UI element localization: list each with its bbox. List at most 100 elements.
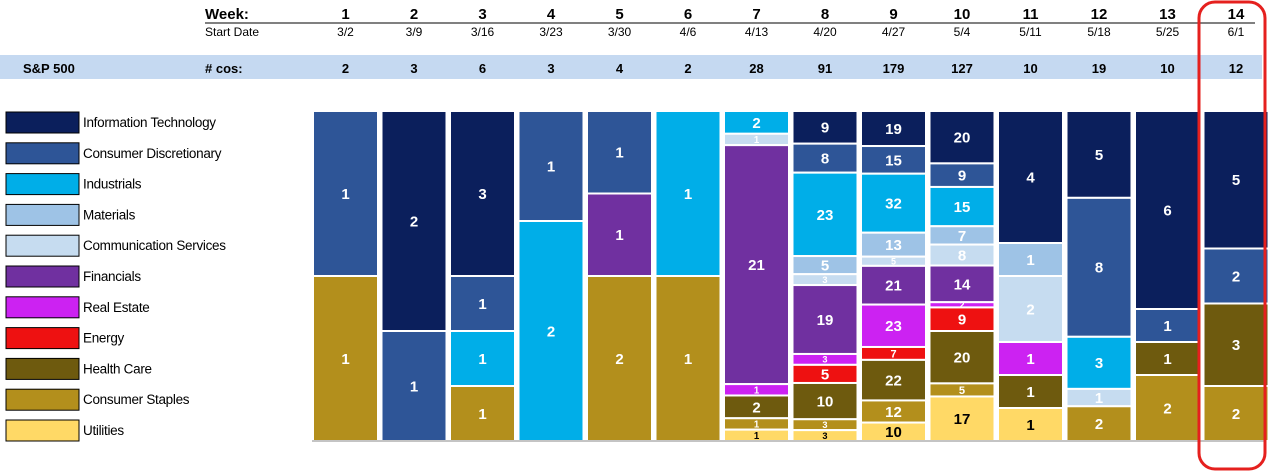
start-date: 4/6 [680,25,697,39]
legend-swatch [5,142,80,165]
segment-label: 19 [885,121,902,138]
bar-segment [449,330,516,387]
week-number: 5 [615,6,623,23]
bar-segment [586,275,653,442]
segment-label: 1 [684,186,692,203]
week-number: 10 [954,6,971,23]
segment-label: 14 [954,276,971,293]
count-row-band [0,55,1262,79]
bar-segment [449,385,516,442]
bar-segment [517,220,585,442]
start-date: 4/20 [813,25,837,39]
company-count: 12 [1229,61,1243,76]
start-date: 3/30 [608,25,632,39]
start-date: 4/13 [745,25,769,39]
segment-label: 1 [547,158,555,175]
legend-swatch [5,327,80,350]
bar-segment [860,358,927,402]
plot-area: 1121311112112112121121198235319351033191… [312,110,1270,443]
segment-label: 7 [958,228,966,245]
week-number: 13 [1159,6,1176,23]
company-count: 2 [684,61,691,76]
segment-label: 1 [478,406,486,423]
bar-segment [1202,110,1270,250]
segment-label: 8 [958,247,966,264]
week-number: 14 [1228,6,1245,23]
start-date: 5/18 [1087,25,1111,39]
segment-label: 10 [817,394,834,411]
company-count: 4 [616,61,624,76]
bar-segment [1202,385,1270,442]
segment-label: 2 [1163,400,1171,417]
segment-label: 1 [1026,384,1034,401]
bar-segment [997,275,1064,343]
segment-label: 1 [1026,252,1034,269]
segment-label: 1 [754,431,760,442]
segment-label: 20 [954,130,971,147]
start-date: 4/27 [882,25,906,39]
start-date: 6/1 [1228,25,1245,39]
week-number: 9 [889,6,897,23]
bar-segment [860,303,927,348]
segment-label: 9 [958,312,966,329]
bar-segment [997,407,1064,442]
bar-segment [312,275,379,442]
segment-label: 3 [822,431,827,441]
segment-label: 3 [1095,355,1103,372]
index-label: S&P 500 [23,61,75,76]
bar-segment [586,110,653,195]
bar-segment [449,275,516,332]
segment-label: 5 [959,385,965,397]
legend-label: Materials [83,207,136,222]
segment-label: 23 [817,207,834,224]
segment-label: 1 [410,378,418,395]
legend-label: Consumer Staples [83,392,190,407]
count-label: # cos: [205,61,243,76]
legend-label: Real Estate [83,300,150,315]
segment-label: 8 [1095,260,1103,277]
segment-label: 3 [822,420,827,430]
segment-label: 1 [1163,351,1171,368]
bar-segment [791,142,859,174]
legend-swatch [5,234,80,257]
segment-label: 2 [615,351,623,368]
segment-label: 1 [615,227,623,244]
bar-segment [791,171,859,258]
segment-label: 2 [1095,416,1103,433]
segment-label: 9 [958,168,966,185]
legend-swatch [5,419,80,442]
bar-segment [860,172,927,234]
start-date: 3/2 [337,25,354,39]
legend-swatch [5,265,80,288]
week-number: 1 [341,6,349,23]
start-date-label: Start Date [205,25,259,39]
bar-segment [1065,405,1133,442]
segment-label: 2 [1026,301,1034,318]
segment-label: 6 [1163,202,1171,219]
legend-swatch [5,111,80,134]
segment-label: 5 [1095,147,1103,164]
company-count: 10 [1160,61,1174,76]
segment-label: 9 [821,120,829,137]
start-date: 3/9 [406,25,423,39]
legend-label: Health Care [83,361,152,376]
segment-label: 1 [478,351,486,368]
bar-segment [654,275,722,442]
legend-label: Information Technology [83,115,216,130]
company-count: 2 [342,61,349,76]
segment-label: 1 [754,419,760,430]
segment-label: 3 [822,275,827,285]
company-count: 91 [818,61,832,76]
segment-label: 5 [821,366,829,383]
week-number: 11 [1023,6,1039,23]
segment-label: 1 [684,351,692,368]
week-number: 8 [821,6,829,23]
legend: Information Technology Consumer Discretio… [5,111,227,442]
week-number: 4 [547,6,556,23]
week-number: 12 [1091,6,1108,23]
segment-label: 1 [754,385,760,396]
bar-segment [449,110,516,277]
segment-label: 15 [954,199,971,216]
company-count: 19 [1092,61,1106,76]
